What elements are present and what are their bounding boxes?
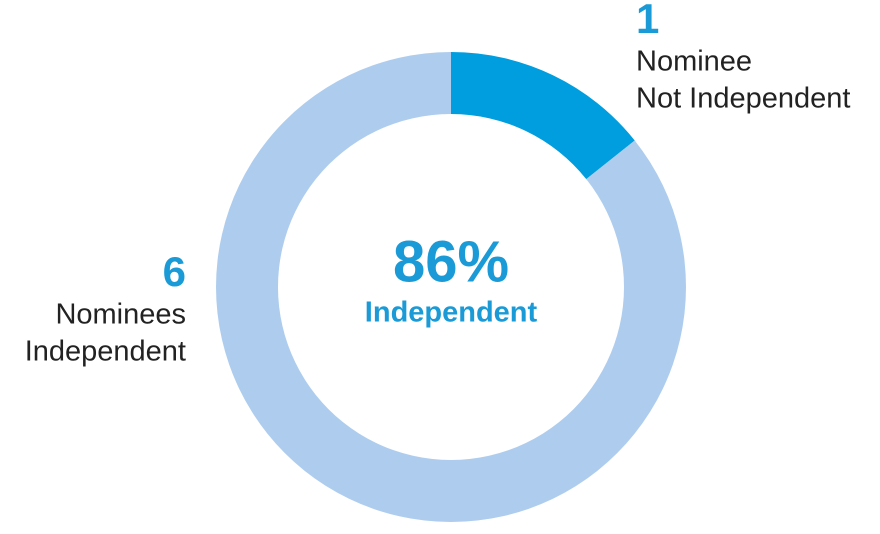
- slice-label: Nominee: [636, 46, 752, 78]
- slice-label: Independent: [25, 336, 186, 368]
- donut-slice: [451, 52, 635, 180]
- slice-label: Nominees: [55, 299, 186, 331]
- center-text: Independent: [365, 297, 538, 329]
- center-label: 86%: [393, 229, 509, 294]
- slice-label: Not Independent: [636, 83, 850, 115]
- slice-value: 1: [636, 0, 659, 42]
- slice-value: 6: [163, 248, 186, 295]
